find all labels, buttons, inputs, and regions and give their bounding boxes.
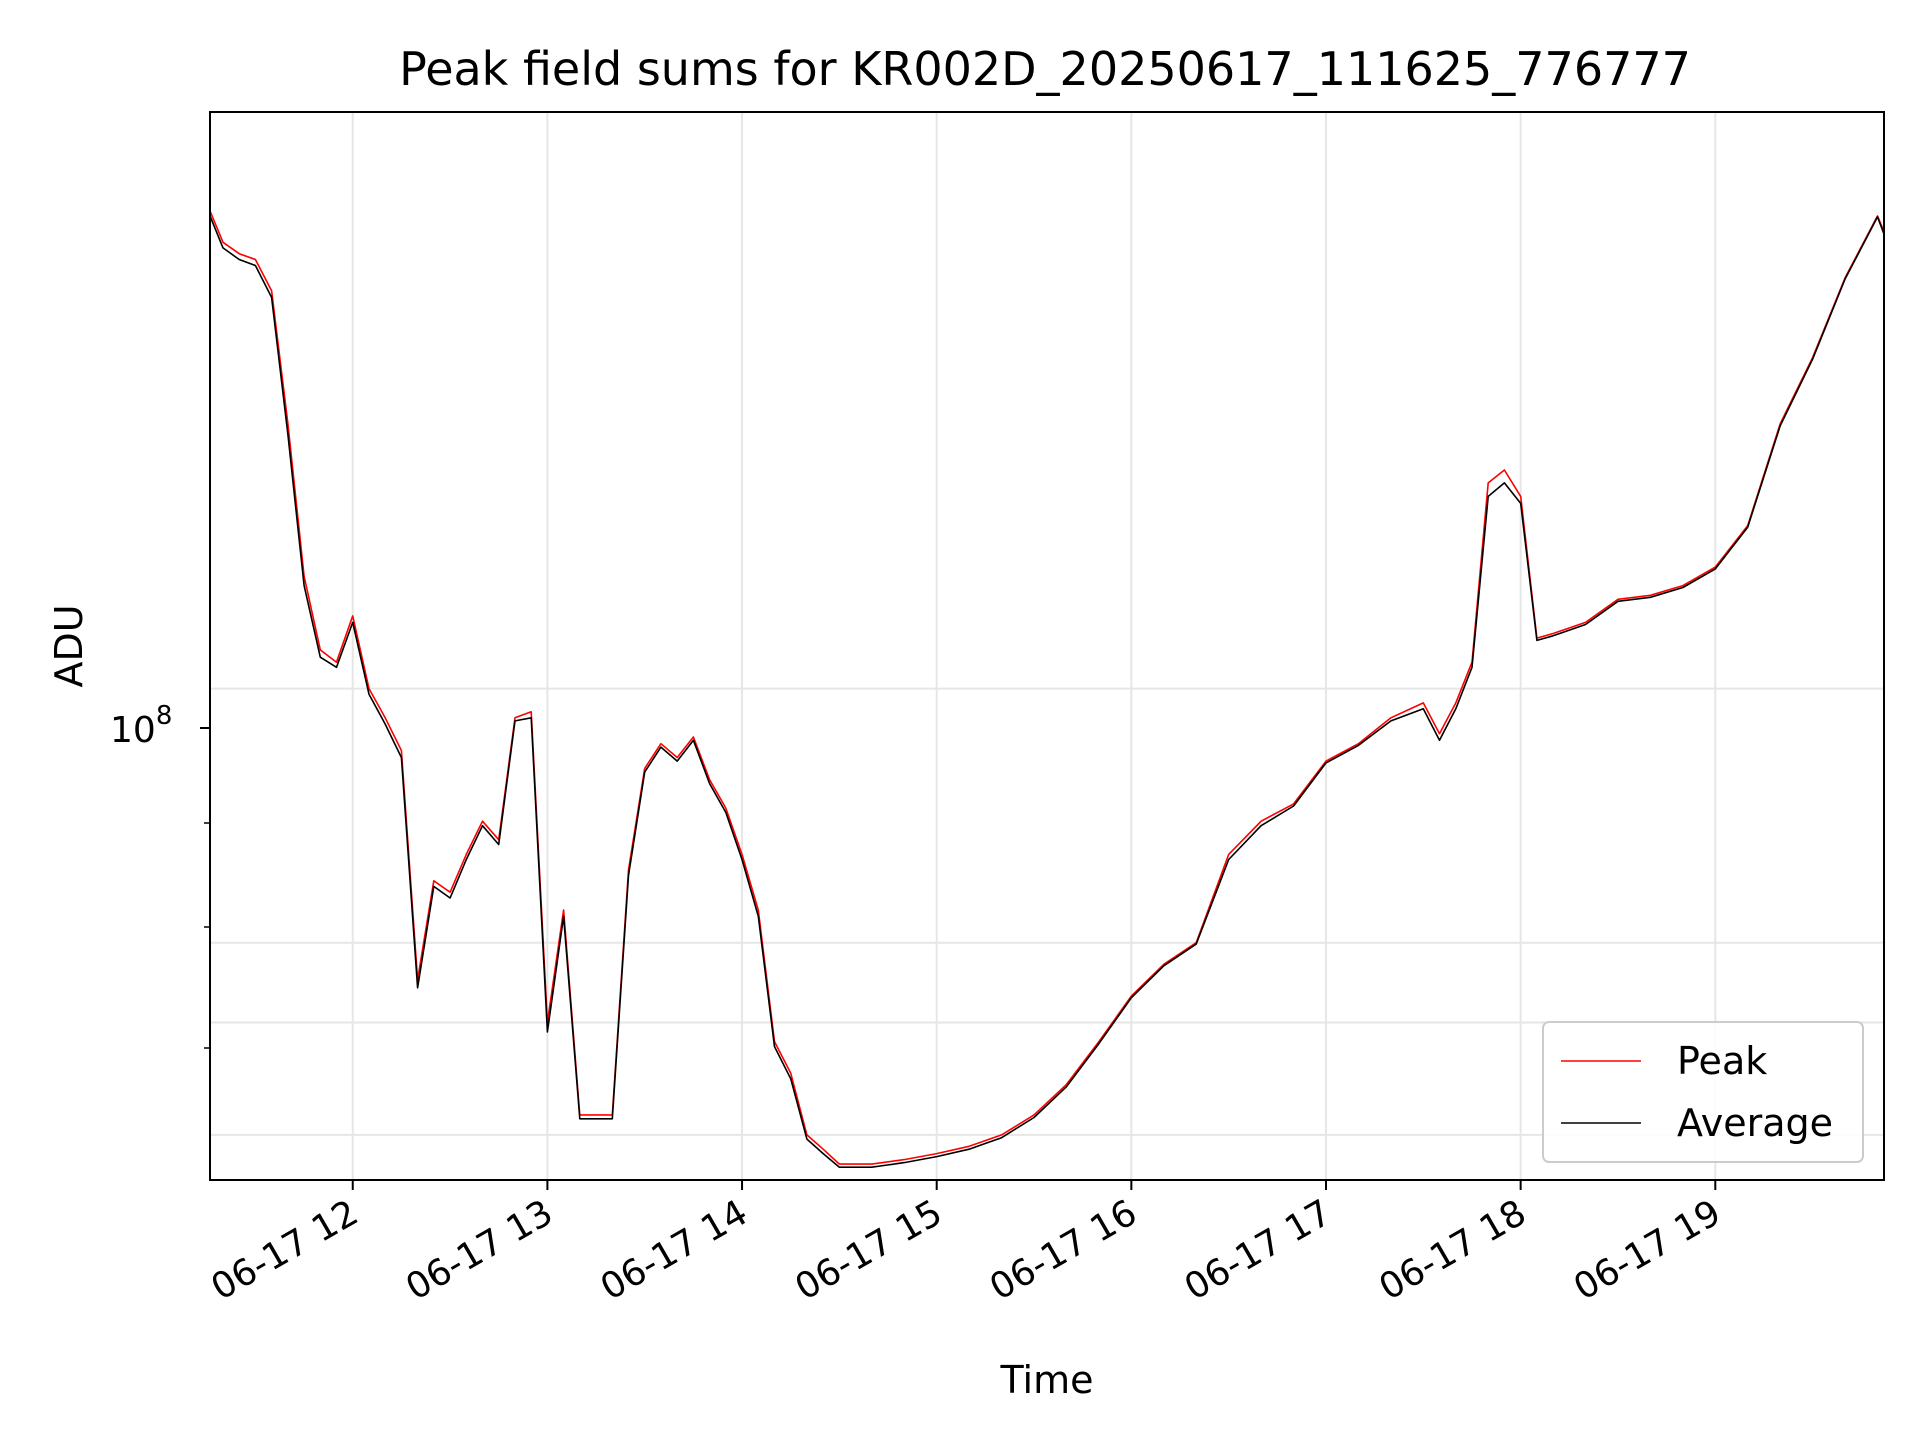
series-line-average: [209, 215, 1885, 1168]
y-axis-label: ADU: [47, 604, 91, 687]
chart-title: Peak field sums for KR002D_20250617_1116…: [399, 42, 1691, 96]
legend-box: [1542, 1021, 1864, 1163]
grid: [210, 112, 1884, 1180]
x-axis-label: Time: [1000, 1358, 1094, 1402]
legend-label-average: Average: [1677, 1101, 1833, 1145]
y-tick-exponent: 8: [156, 701, 173, 731]
data-lines: [209, 210, 1885, 1168]
y-tick-base: 10: [110, 710, 156, 751]
legend: Peak Average: [1542, 1021, 1864, 1163]
y-tick-label: 108: [110, 701, 172, 751]
y-axis: 108: [110, 701, 210, 1049]
legend-label-peak: Peak: [1677, 1039, 1767, 1083]
plot-frame: [209, 111, 1885, 1181]
